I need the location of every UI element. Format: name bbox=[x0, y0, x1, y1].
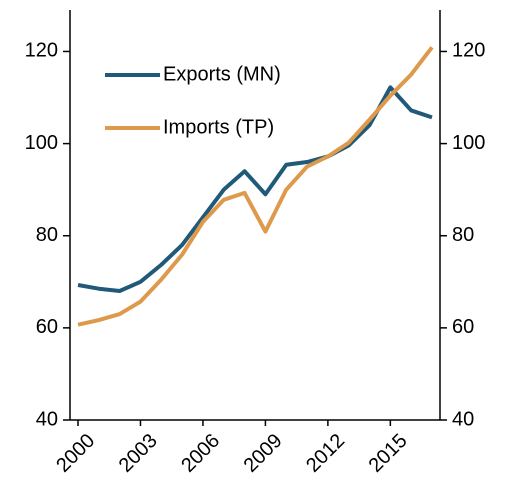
y2-tick-label: 80 bbox=[452, 224, 474, 246]
x-tick-label: 2003 bbox=[115, 430, 162, 477]
y-tick-label: 120 bbox=[25, 40, 58, 62]
y-tick-label: 60 bbox=[36, 316, 58, 338]
x-tick-label: 2006 bbox=[177, 430, 224, 477]
series-line bbox=[77, 85, 433, 294]
y-tick-label: 40 bbox=[36, 408, 58, 430]
y2-tick-label: 60 bbox=[452, 316, 474, 338]
x-tick-label: 2009 bbox=[240, 430, 287, 477]
y-tick-label: 80 bbox=[36, 224, 58, 246]
y-tick-label: 100 bbox=[25, 132, 58, 154]
y2-tick-label: 120 bbox=[452, 40, 485, 62]
series-line bbox=[77, 46, 434, 327]
legend-label: Imports (TP) bbox=[163, 116, 274, 138]
y2-tick-label: 100 bbox=[452, 132, 485, 154]
y2-tick-label: 40 bbox=[452, 408, 474, 430]
legend-label: Exports (MN) bbox=[163, 63, 281, 85]
x-tick-label: 2000 bbox=[52, 430, 99, 477]
x-tick-label: 2012 bbox=[302, 430, 349, 477]
x-tick-label: 2015 bbox=[365, 430, 412, 477]
